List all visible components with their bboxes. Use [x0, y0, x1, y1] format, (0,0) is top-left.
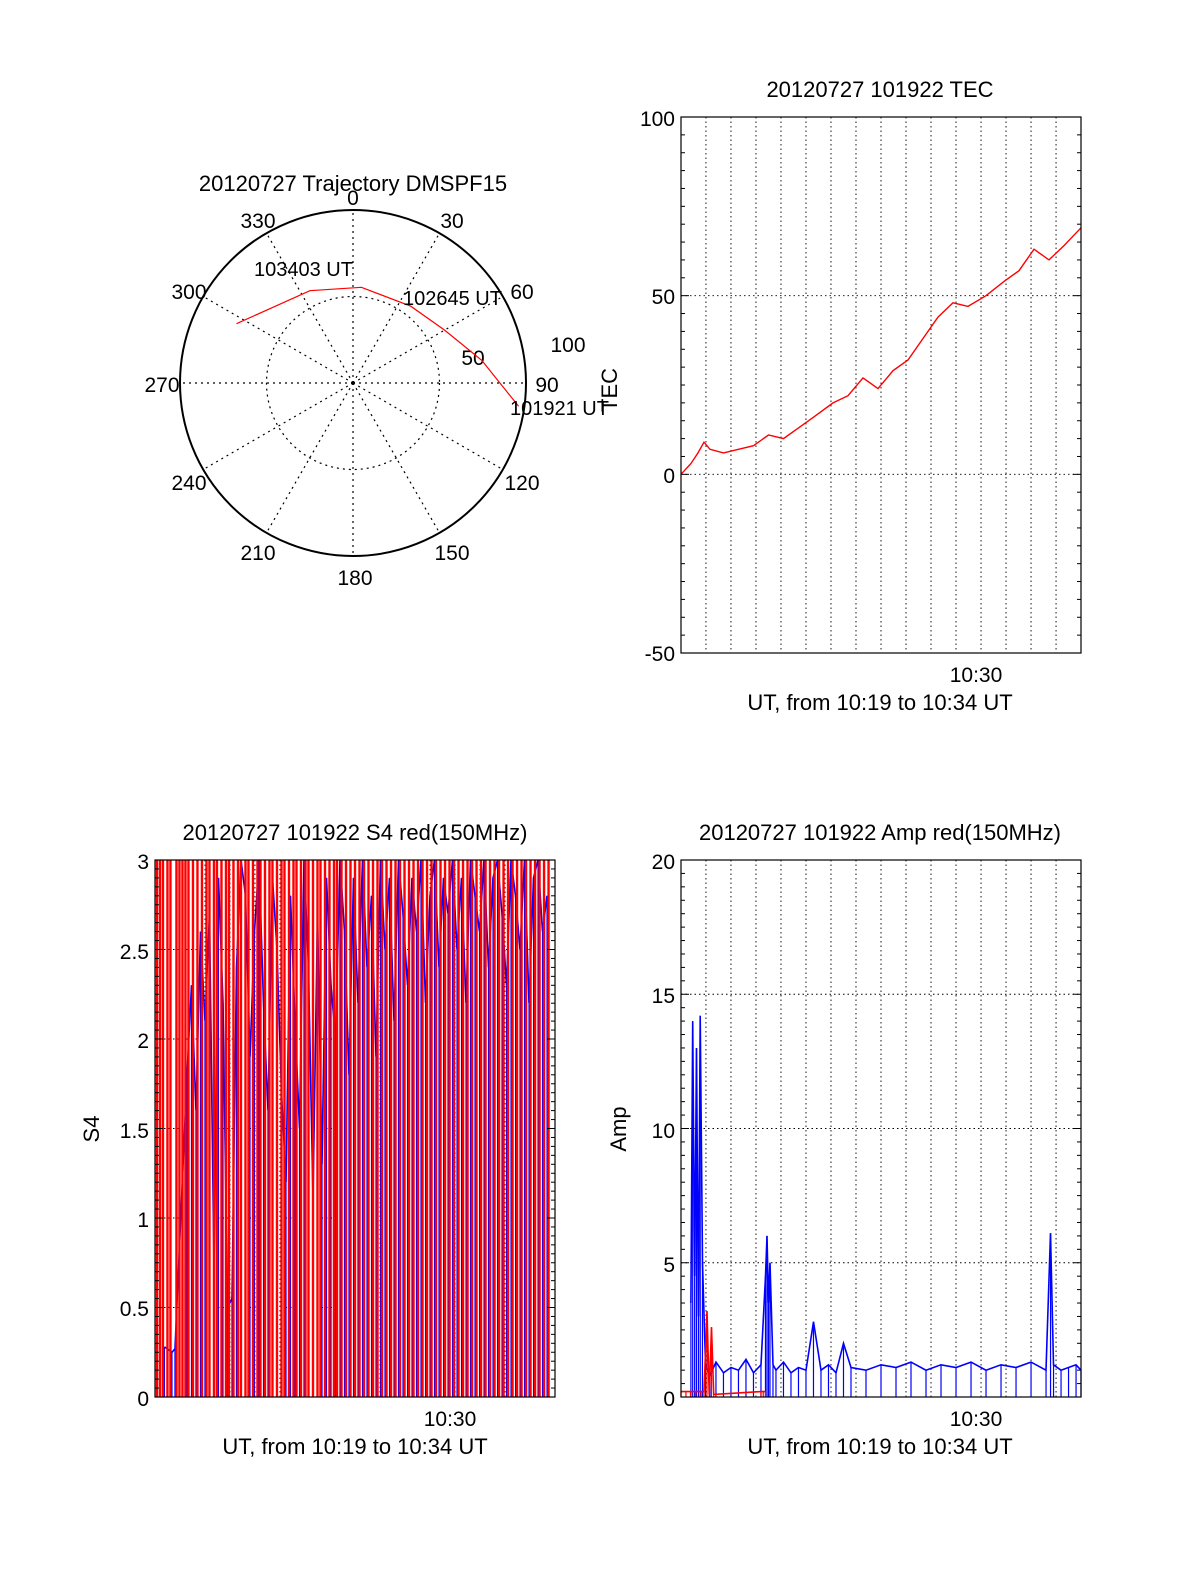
tec-series-line-red [680, 227, 1082, 475]
azimuth-label: 300 [171, 281, 206, 304]
tec-series [680, 227, 1082, 475]
azimuth-label: 210 [240, 542, 275, 565]
y-tick-label: 0 [137, 1388, 149, 1411]
y-tick-label: 5 [663, 1254, 675, 1277]
azimuth-label: 0 [347, 187, 359, 210]
y-tick-label: 20 [652, 851, 675, 874]
polar-outer-circle [179, 209, 527, 557]
amp-series-line-red [681, 1311, 766, 1396]
x-tick-label: 10:30 [950, 1408, 1003, 1431]
polar-grid [180, 210, 526, 556]
polar-spoke [265, 382, 354, 534]
polar-spoke [352, 382, 441, 534]
tec-plot-frame [680, 116, 1082, 654]
y-axis-label: TEC [597, 368, 622, 412]
s4-panel: 20120727 101922 S4 red(150MHz) 3 2.5 2 1… [79, 820, 556, 1459]
y-tick-label: 0 [663, 1388, 675, 1411]
y-tick-label: 3 [137, 851, 149, 874]
azimuth-label: 330 [240, 210, 275, 233]
amp-minor-ticks [681, 872, 1081, 1385]
x-axis-label: UT, from 10:19 to 10:34 UT [222, 1434, 487, 1459]
polar-title: 20120727 Trajectory DMSPF15 [199, 171, 507, 196]
x-axis-label: UT, from 10:19 to 10:34 UT [747, 1434, 1012, 1459]
polar-spoke [352, 295, 504, 384]
amp-gridlines [681, 860, 1081, 1397]
radial-label: 100 [550, 334, 585, 357]
x-axis-label: UT, from 10:19 to 10:34 UT [747, 690, 1012, 715]
azimuth-label: 150 [434, 542, 469, 565]
polar-spoke [352, 382, 504, 471]
y-tick-label: 2.5 [120, 941, 149, 964]
y-tick-label: 1.5 [120, 1120, 149, 1143]
trajectory-track [236, 286, 520, 407]
y-tick-label: -50 [645, 643, 675, 666]
azimuth-label: 90 [535, 374, 558, 397]
x-tick-label: 10:30 [424, 1408, 477, 1431]
amp-panel: 20120727 101922 Amp red(150MHz) 20 15 10… [606, 820, 1082, 1459]
track-label-mid: 102645 UT [403, 288, 502, 310]
polar-elevation-circle [265, 295, 441, 471]
azimuth-label: 30 [440, 210, 463, 233]
x-tick-label: 10:30 [950, 664, 1003, 687]
y-tick-label: 1 [137, 1209, 149, 1232]
azimuth-label: 120 [504, 472, 539, 495]
polar-trajectory-plot: 20120727 Trajectory DMSPF15 0 30 60 90 1… [144, 171, 608, 590]
amp-series-line-blue [690, 1015, 1082, 1378]
y-tick-label: 100 [640, 108, 675, 131]
polar-spoke [265, 232, 354, 384]
track-label-start: 101921 UT [510, 398, 609, 420]
chart-title: 20120727 101922 S4 red(150MHz) [183, 820, 528, 845]
y-axis-label: S4 [79, 1116, 104, 1143]
azimuth-label: 180 [337, 567, 372, 590]
s4-minor-ticks [155, 868, 555, 1389]
y-tick-label: 2 [137, 1030, 149, 1053]
y-tick-label: 0.5 [120, 1298, 149, 1321]
tec-minor-ticks [681, 134, 1081, 636]
radial-label: 50 [461, 347, 484, 370]
azimuth-labels: 0 30 60 90 120 150 180 210 240 270 300 3… [144, 187, 558, 590]
chart-title: 20120727 101922 TEC [766, 77, 993, 102]
y-tick-label: 0 [663, 465, 675, 488]
tec-gridlines [681, 117, 1081, 653]
y-tick-label: 50 [652, 286, 675, 309]
s4-series [155, 859, 550, 1397]
polar-spoke [202, 295, 354, 384]
y-axis-label: Amp [606, 1106, 631, 1151]
azimuth-label: 60 [510, 281, 533, 304]
track-label-end: 103403 UT [254, 259, 353, 281]
azimuth-label: 270 [144, 374, 179, 397]
tec-panel: 20120727 101922 TEC 100 50 0 -50 10:30 U… [597, 77, 1082, 715]
chart-title: 20120727 101922 Amp red(150MHz) [699, 820, 1061, 845]
y-tick-label: 10 [652, 1120, 675, 1143]
y-tick-label: 15 [652, 985, 675, 1008]
amp-series [680, 1015, 1082, 1397]
polar-spoke [352, 232, 441, 384]
azimuth-label: 240 [171, 472, 206, 495]
polar-spoke [202, 382, 354, 471]
amp-plot-frame [680, 859, 1082, 1398]
s4-plot-frame [154, 859, 556, 1398]
